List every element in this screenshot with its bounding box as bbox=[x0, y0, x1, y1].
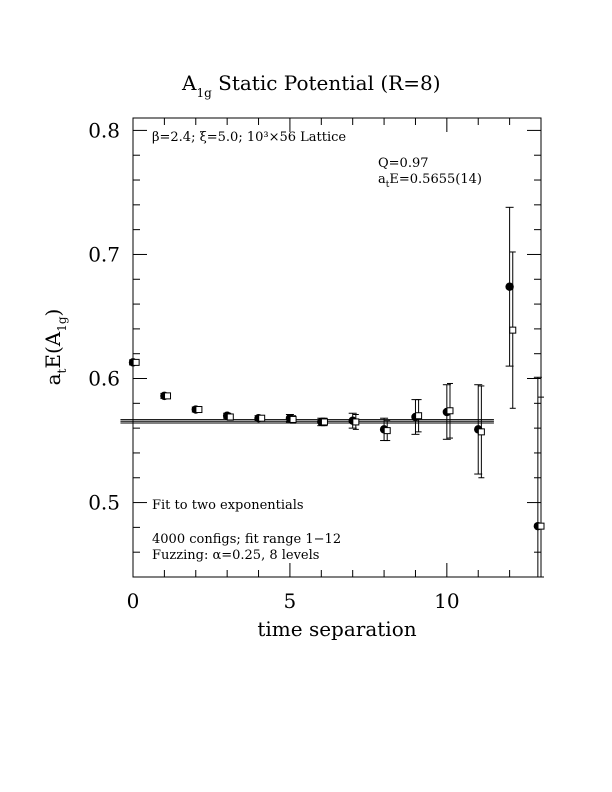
data-points bbox=[128, 206, 545, 578]
fit-label-annotation: Fit to two exponentials bbox=[152, 498, 304, 513]
y-axis-title-sub1: t bbox=[55, 368, 69, 373]
x-axis-title: time separation bbox=[257, 617, 416, 641]
fit-band bbox=[120, 419, 494, 424]
energy-annotation-rest: E=0.5655(14) bbox=[389, 172, 482, 187]
data-point-square bbox=[132, 358, 140, 366]
data-point-square bbox=[383, 420, 391, 442]
data-point-square bbox=[477, 385, 485, 479]
data-point-square bbox=[195, 406, 203, 414]
marker-open-square bbox=[537, 522, 545, 530]
y-tick-label: 0.8 bbox=[88, 118, 120, 142]
marker-open-square bbox=[195, 406, 203, 414]
y-tick-label: 0.6 bbox=[88, 367, 120, 391]
chart-title-sub: 1g bbox=[196, 86, 212, 100]
marker-open-square bbox=[132, 358, 140, 366]
data-point-square bbox=[446, 382, 454, 439]
data-point-square bbox=[226, 413, 234, 421]
fuzzing-annotation: Fuzzing: α=0.25, 8 levels bbox=[152, 548, 319, 563]
y-tick-label: 0.7 bbox=[88, 242, 120, 266]
x-tick-label: 5 bbox=[284, 589, 297, 613]
data-point-square bbox=[320, 417, 328, 427]
energy-annotation-prefix: a bbox=[378, 172, 386, 187]
marker-open-square bbox=[477, 428, 485, 436]
marker-open-square bbox=[226, 413, 234, 421]
configs-annotation: 4000 configs; fit range 1−12 bbox=[152, 532, 341, 547]
energy-annotation: atE=0.5655(14) bbox=[378, 172, 482, 190]
data-point-square bbox=[415, 399, 423, 433]
energy-annotation-sub: t bbox=[386, 180, 390, 190]
marker-open-square bbox=[289, 415, 297, 423]
data-point-circle bbox=[505, 206, 514, 367]
marker-open-square bbox=[383, 427, 391, 435]
data-point-square bbox=[352, 413, 360, 430]
y-tick-label: 0.5 bbox=[88, 491, 120, 515]
q-value-annotation: Q=0.97 bbox=[378, 156, 429, 171]
y-axis-title-prefix: a bbox=[41, 373, 65, 385]
marker-open-square bbox=[446, 407, 454, 415]
marker-open-square bbox=[415, 412, 423, 420]
data-point-square bbox=[289, 415, 297, 424]
y-axis-title-suffix: ) bbox=[41, 309, 65, 317]
marker-filled-circle bbox=[505, 282, 514, 291]
data-point-square bbox=[258, 414, 266, 422]
y-axis-title: atE(A1g) bbox=[41, 309, 69, 386]
data-point-square bbox=[537, 396, 545, 578]
marker-open-square bbox=[509, 326, 517, 334]
x-tick-label: 0 bbox=[127, 589, 140, 613]
data-point-square bbox=[509, 251, 517, 409]
marker-open-square bbox=[258, 414, 266, 422]
data-point-square bbox=[164, 392, 172, 400]
tick-label-layer: 0 5 10 0.5 0.6 0.7 0.8 bbox=[88, 118, 459, 613]
chart-title-main: A bbox=[181, 71, 197, 95]
marker-open-square bbox=[320, 418, 328, 426]
chart-title: A1g Static Potential (R=8) bbox=[181, 71, 441, 100]
lattice-annotation: β=2.4; ξ=5.0; 10³×56 Lattice bbox=[152, 130, 346, 145]
chart-title-rest: Static Potential (R=8) bbox=[212, 71, 441, 95]
marker-open-square bbox=[352, 418, 360, 426]
plot-frame bbox=[132, 117, 542, 578]
y-axis-title-sub2: 1g bbox=[55, 316, 69, 332]
marker-open-square bbox=[164, 392, 172, 400]
y-axis-title-middle: E(A bbox=[41, 331, 65, 368]
x-tick-label: 10 bbox=[434, 589, 459, 613]
